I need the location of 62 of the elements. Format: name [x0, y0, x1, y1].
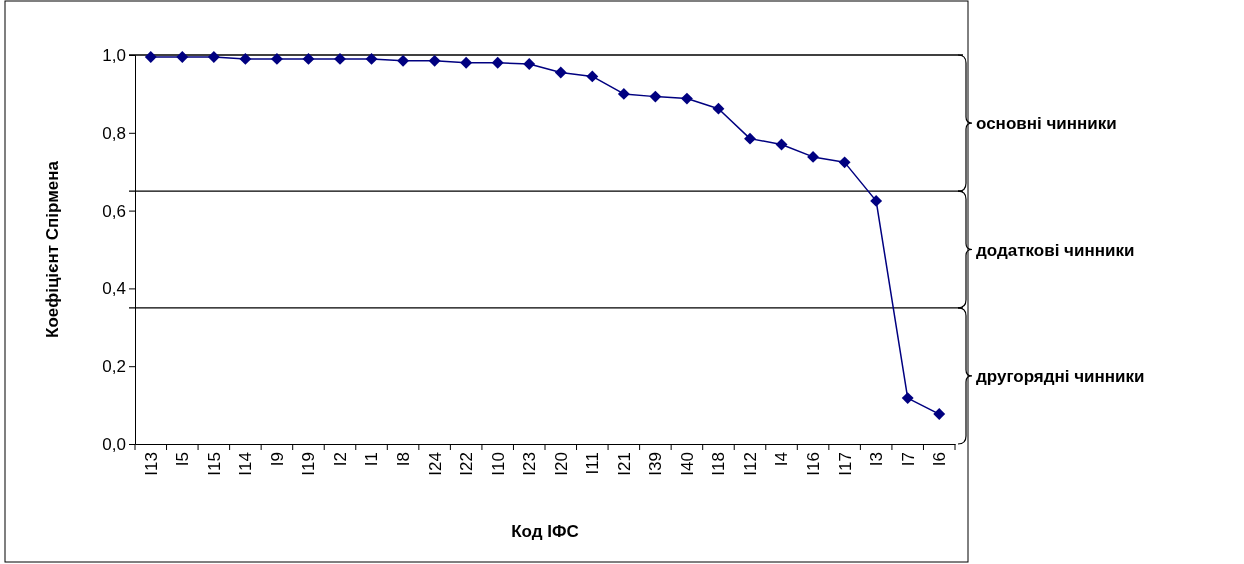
point: [933, 408, 946, 420]
text: додаткові чинники: [976, 240, 1135, 260]
x-axis-title: Код ІФС: [511, 522, 579, 541]
x-tick-label: I16: [804, 452, 824, 476]
point: [586, 70, 599, 83]
point: [617, 87, 630, 100]
point: [870, 194, 883, 207]
point: [207, 51, 220, 63]
point: [239, 52, 252, 65]
x-tick-label: I4: [772, 452, 792, 467]
x-tick-label: I24: [425, 452, 445, 476]
point: [365, 52, 378, 65]
point: [523, 58, 536, 70]
x-tick-label: I21: [614, 452, 634, 476]
x-tick-label: I23: [520, 452, 540, 476]
point: [554, 66, 567, 79]
point: [680, 92, 693, 105]
x-tick-label: I22: [457, 452, 477, 476]
x-tick-label: I5: [173, 452, 193, 467]
point: [176, 51, 189, 63]
x-tick-label: I39: [646, 452, 666, 476]
x-tick-label: I1: [362, 452, 382, 467]
x-tick-label: I9: [267, 452, 287, 467]
y-tick-label: 1,0: [102, 45, 126, 65]
point: [901, 392, 914, 405]
x-tick-label: I20: [551, 452, 571, 476]
point: [428, 54, 441, 67]
point: [270, 52, 283, 65]
y-tick-label: 0,4: [102, 279, 126, 299]
x-tick-label: I7: [898, 452, 918, 467]
y-tick-label: 0,2: [102, 357, 126, 377]
y-tick-label: 0,0: [102, 434, 126, 454]
x-tick-label: I11: [583, 452, 603, 475]
text: другорядні чинники: [976, 366, 1145, 386]
x-tick-label: I10: [488, 452, 508, 476]
x-tick-label: I13: [141, 452, 161, 476]
point: [397, 54, 410, 67]
y-axis-title: Коефіцієнт Спірмена: [43, 160, 62, 338]
point: [838, 156, 851, 169]
x-tick-label: I14: [236, 452, 256, 476]
point: [807, 150, 820, 163]
text: основні чинники: [976, 114, 1117, 134]
point: [649, 90, 662, 103]
x-tick-label: I3: [867, 452, 887, 467]
x-tick-label: I12: [740, 452, 760, 476]
x-tick-label: I19: [299, 452, 319, 476]
y-tick-label: 0,8: [102, 123, 126, 143]
x-tick-label: I2: [330, 452, 350, 467]
x-tick-label: I15: [204, 452, 224, 476]
point: [712, 102, 725, 115]
x-tick-label: I40: [677, 452, 697, 476]
x-tick-label: I6: [930, 452, 950, 467]
y-tick-label: 0,6: [102, 201, 126, 221]
x-tick-label: I17: [835, 452, 855, 476]
point: [744, 132, 756, 145]
point: [302, 52, 315, 65]
point: [144, 51, 157, 63]
point: [460, 56, 473, 69]
x-tick-label: I18: [709, 452, 729, 476]
x-tick-label: I8: [394, 452, 414, 467]
point: [491, 56, 504, 69]
point: [334, 52, 346, 65]
